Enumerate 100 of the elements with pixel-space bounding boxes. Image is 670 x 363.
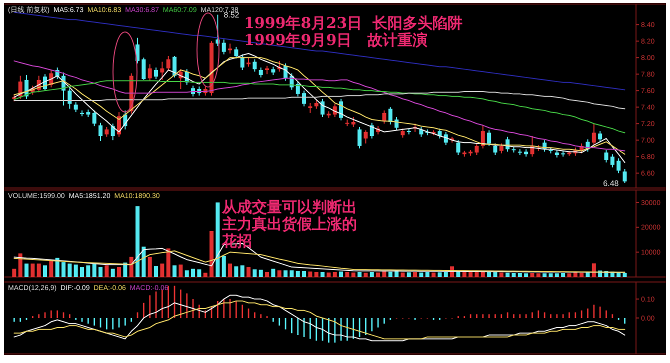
annotation: 8.52 xyxy=(224,10,240,20)
bar xyxy=(290,270,294,277)
line-series xyxy=(14,300,626,340)
candlestick xyxy=(258,67,263,78)
candlestick xyxy=(493,142,498,156)
bar xyxy=(561,273,566,277)
bar xyxy=(382,272,386,277)
candlestick xyxy=(499,142,504,154)
candlestick xyxy=(98,122,103,142)
bar xyxy=(351,272,356,277)
bar xyxy=(554,273,559,277)
bar xyxy=(530,273,534,277)
candlestick xyxy=(148,64,152,82)
candlestick xyxy=(358,126,362,149)
candlestick xyxy=(142,57,146,80)
candlestick xyxy=(234,46,238,59)
bar xyxy=(326,272,331,277)
candlestick xyxy=(364,130,368,144)
candlestick xyxy=(382,110,386,124)
bar xyxy=(30,264,35,277)
bar xyxy=(197,269,202,277)
bar xyxy=(314,272,318,277)
bar xyxy=(548,273,553,277)
candlestick xyxy=(74,102,78,113)
bar xyxy=(573,272,578,277)
line-series xyxy=(14,250,626,273)
candlestick xyxy=(228,43,232,54)
bar xyxy=(339,272,344,277)
bar xyxy=(203,272,208,277)
candlestick xyxy=(252,58,257,72)
bar xyxy=(258,270,263,277)
bar xyxy=(216,202,220,277)
line-series xyxy=(14,12,626,90)
bar xyxy=(284,270,288,277)
candlestick xyxy=(604,150,608,163)
bar xyxy=(62,262,66,277)
candlestick xyxy=(622,168,627,184)
candlestick xyxy=(154,67,158,80)
annotation: 从成交量可以判断出 xyxy=(221,198,357,216)
bar xyxy=(345,272,350,277)
candlestick xyxy=(92,110,96,127)
bar xyxy=(271,268,276,277)
candlestick xyxy=(400,128,405,138)
bar xyxy=(432,272,436,277)
bar xyxy=(524,273,528,277)
bar xyxy=(68,264,72,277)
bar xyxy=(55,258,60,277)
bar xyxy=(154,266,158,277)
bar xyxy=(277,270,282,277)
bar xyxy=(148,256,152,277)
candlestick xyxy=(487,130,492,146)
line-series xyxy=(14,294,626,342)
bar xyxy=(358,272,362,277)
bar xyxy=(49,260,54,277)
bar xyxy=(178,264,183,277)
bar xyxy=(567,273,572,277)
candlestick xyxy=(610,154,614,168)
bar xyxy=(394,271,399,277)
bar xyxy=(413,272,418,277)
bar xyxy=(104,265,109,277)
bar xyxy=(18,253,22,277)
bar xyxy=(586,272,590,277)
candlestick xyxy=(388,106,392,125)
bar xyxy=(12,268,16,277)
bar xyxy=(512,273,516,277)
candlestick xyxy=(351,116,356,128)
bar xyxy=(506,272,510,277)
bar xyxy=(425,272,430,277)
bar xyxy=(98,267,103,277)
bar xyxy=(302,271,306,277)
annotation: 1999年9月9日 故计重演 xyxy=(244,31,428,49)
bar xyxy=(184,270,189,277)
bar xyxy=(320,272,325,277)
candlestick xyxy=(394,116,399,131)
bar xyxy=(376,272,380,277)
bar xyxy=(246,267,251,277)
annotation: 1999年8月23日 长阳多头陷阱 xyxy=(244,14,463,32)
bar xyxy=(117,267,122,277)
bar xyxy=(400,272,405,277)
bar xyxy=(160,264,164,277)
annotation: 主力真出货假上涨的 xyxy=(221,215,357,233)
candlestick xyxy=(160,61,164,80)
bar xyxy=(419,272,424,277)
bar xyxy=(172,265,177,277)
bar xyxy=(388,272,392,277)
bar xyxy=(308,272,312,277)
bar xyxy=(332,272,337,277)
candlestick xyxy=(616,158,621,174)
bar xyxy=(438,272,442,277)
bar xyxy=(580,272,584,277)
bar xyxy=(92,263,96,277)
annotation: 6.48 xyxy=(603,179,620,188)
bar xyxy=(222,256,226,277)
bar xyxy=(36,264,41,277)
bar xyxy=(228,264,232,277)
bar xyxy=(468,272,473,277)
bar xyxy=(43,265,48,277)
bar xyxy=(252,269,257,277)
bar xyxy=(474,272,479,277)
bar xyxy=(444,272,448,277)
